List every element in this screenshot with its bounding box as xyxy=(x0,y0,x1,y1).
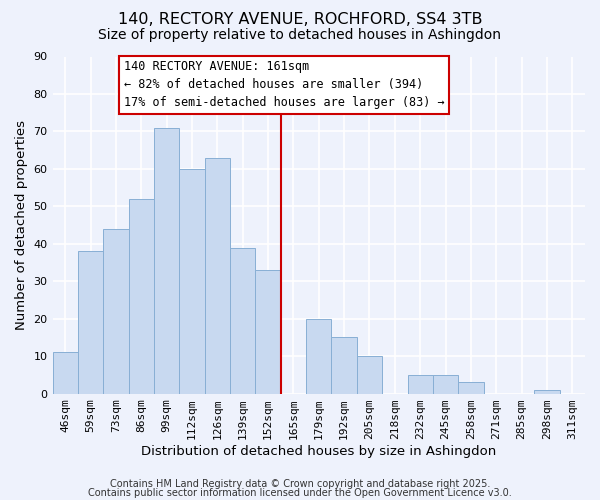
Bar xyxy=(103,229,128,394)
Bar xyxy=(306,318,331,394)
Bar xyxy=(230,248,256,394)
Bar xyxy=(357,356,382,394)
Bar xyxy=(534,390,560,394)
Bar xyxy=(154,128,179,394)
Y-axis label: Number of detached properties: Number of detached properties xyxy=(15,120,28,330)
Bar xyxy=(78,252,103,394)
Text: Size of property relative to detached houses in Ashingdon: Size of property relative to detached ho… xyxy=(98,28,502,42)
Bar xyxy=(256,270,281,394)
Text: 140 RECTORY AVENUE: 161sqm
← 82% of detached houses are smaller (394)
17% of sem: 140 RECTORY AVENUE: 161sqm ← 82% of deta… xyxy=(124,60,444,109)
Bar xyxy=(407,375,433,394)
Bar xyxy=(458,382,484,394)
Bar xyxy=(205,158,230,394)
Bar xyxy=(331,338,357,394)
Bar xyxy=(128,199,154,394)
Text: Contains HM Land Registry data © Crown copyright and database right 2025.: Contains HM Land Registry data © Crown c… xyxy=(110,479,490,489)
Text: 140, RECTORY AVENUE, ROCHFORD, SS4 3TB: 140, RECTORY AVENUE, ROCHFORD, SS4 3TB xyxy=(118,12,482,28)
X-axis label: Distribution of detached houses by size in Ashingdon: Distribution of detached houses by size … xyxy=(141,444,496,458)
Bar xyxy=(433,375,458,394)
Bar xyxy=(179,169,205,394)
Text: Contains public sector information licensed under the Open Government Licence v3: Contains public sector information licen… xyxy=(88,488,512,498)
Bar xyxy=(53,352,78,394)
